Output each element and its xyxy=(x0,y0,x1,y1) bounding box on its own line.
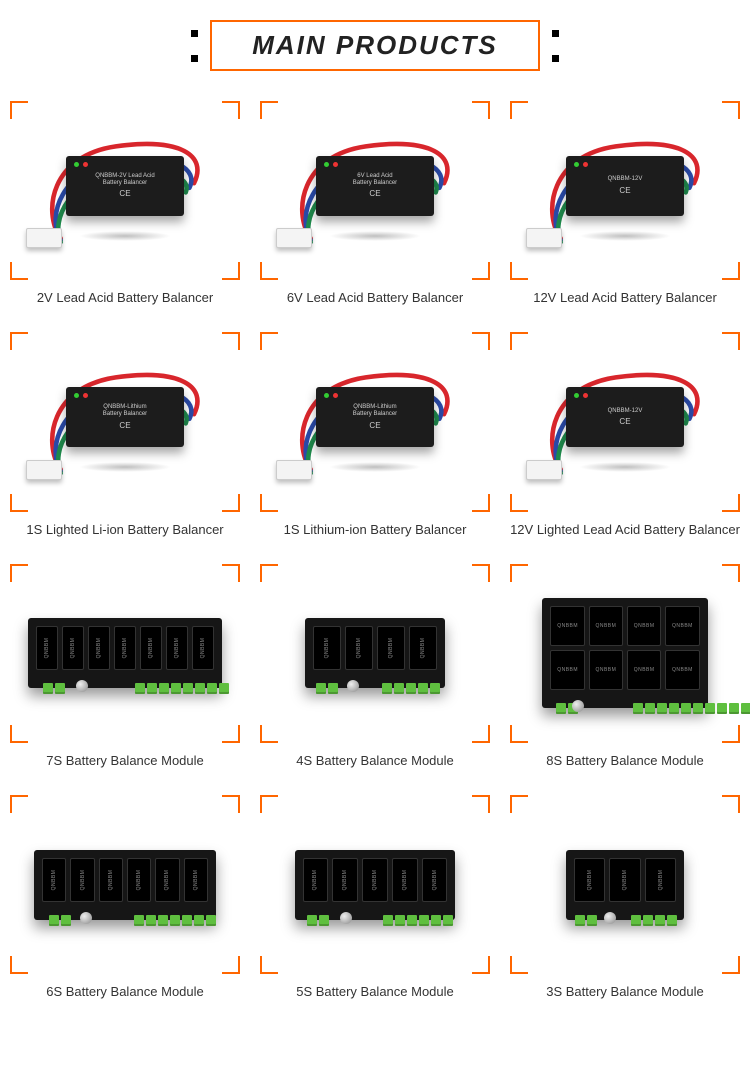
connector-icon xyxy=(26,228,63,248)
product-frame xyxy=(10,564,240,743)
decor-dots-right xyxy=(552,30,559,62)
product-frame xyxy=(260,564,490,743)
product-frame xyxy=(510,564,740,743)
balancer-body: 6V Lead AcidBattery Balancer CE xyxy=(316,156,434,216)
balancer-illustration: QNBBM-LithiumBattery Balancer CE xyxy=(33,359,217,485)
product-caption: 12V Lead Acid Battery Balancer xyxy=(510,290,740,307)
balancer-illustration: QNBBM-12V CE xyxy=(533,359,717,485)
product-card[interactable]: 5S Battery Balance Module xyxy=(260,795,490,1001)
balancer-body: QNBBM-LithiumBattery Balancer CE xyxy=(316,387,434,447)
module-illustration xyxy=(19,820,231,949)
product-caption: 1S Lighted Li-ion Battery Balancer xyxy=(10,522,240,539)
product-card[interactable]: QNBBM-12V CE 12V Lighted Lead Acid Batte… xyxy=(510,332,740,538)
product-card[interactable]: 3S Battery Balance Module xyxy=(510,795,740,1001)
decor-dots-left xyxy=(191,30,198,62)
module-illustration xyxy=(269,820,481,949)
product-caption: 4S Battery Balance Module xyxy=(260,753,490,770)
balancer-illustration: 6V Lead AcidBattery Balancer CE xyxy=(283,128,467,254)
product-frame xyxy=(510,795,740,974)
product-card[interactable]: QNBBM-LithiumBattery Balancer CE 1S Ligh… xyxy=(10,332,240,538)
module-illustration xyxy=(269,589,481,718)
balancer-illustration: QNBBM-LithiumBattery Balancer CE xyxy=(283,359,467,485)
product-card[interactable]: 6S Battery Balance Module xyxy=(10,795,240,1001)
balancer-body: QNBBM-12V CE xyxy=(566,156,684,216)
product-frame: QNBBM-LithiumBattery Balancer CE xyxy=(10,332,240,511)
product-caption: 3S Battery Balance Module xyxy=(510,984,740,1001)
product-caption: 1S Lithium-ion Battery Balancer xyxy=(260,522,490,539)
balancer-illustration: QNBBM-12V CE xyxy=(533,128,717,254)
connector-icon xyxy=(526,228,563,248)
module-illustration xyxy=(19,589,231,718)
product-grid: QNBBM-2V Lead AcidBattery Balancer CE 2V… xyxy=(10,101,740,1001)
product-frame: QNBBM-LithiumBattery Balancer CE xyxy=(260,332,490,511)
balancer-body: QNBBM-2V Lead AcidBattery Balancer CE xyxy=(66,156,184,216)
product-card[interactable]: QNBBM-2V Lead AcidBattery Balancer CE 2V… xyxy=(10,101,240,307)
product-caption: 8S Battery Balance Module xyxy=(510,753,740,770)
header: MAIN PRODUCTS xyxy=(10,20,740,71)
connector-icon xyxy=(276,460,313,480)
balancer-illustration: QNBBM-2V Lead AcidBattery Balancer CE xyxy=(33,128,217,254)
product-frame: QNBBM-12V CE xyxy=(510,332,740,511)
product-card[interactable]: QNBBM-12V CE 12V Lead Acid Battery Balan… xyxy=(510,101,740,307)
module-illustration xyxy=(519,589,731,718)
product-card[interactable]: 4S Battery Balance Module xyxy=(260,564,490,770)
product-caption: 5S Battery Balance Module xyxy=(260,984,490,1001)
module-illustration xyxy=(519,820,731,949)
product-caption: 2V Lead Acid Battery Balancer xyxy=(10,290,240,307)
product-card[interactable]: QNBBM-LithiumBattery Balancer CE 1S Lith… xyxy=(260,332,490,538)
connector-icon xyxy=(526,460,563,480)
product-frame: 6V Lead AcidBattery Balancer CE xyxy=(260,101,490,280)
product-frame: QNBBM-12V CE xyxy=(510,101,740,280)
product-card[interactable]: 8S Battery Balance Module xyxy=(510,564,740,770)
product-caption: 6V Lead Acid Battery Balancer xyxy=(260,290,490,307)
connector-icon xyxy=(26,460,63,480)
product-frame: QNBBM-2V Lead AcidBattery Balancer CE xyxy=(10,101,240,280)
balancer-body: QNBBM-LithiumBattery Balancer CE xyxy=(66,387,184,447)
product-caption: 12V Lighted Lead Acid Battery Balancer xyxy=(510,522,740,539)
product-caption: 6S Battery Balance Module xyxy=(10,984,240,1001)
page-title: MAIN PRODUCTS xyxy=(210,20,540,71)
product-frame xyxy=(260,795,490,974)
product-card[interactable]: 7S Battery Balance Module xyxy=(10,564,240,770)
balancer-body: QNBBM-12V CE xyxy=(566,387,684,447)
product-frame xyxy=(10,795,240,974)
product-caption: 7S Battery Balance Module xyxy=(10,753,240,770)
product-card[interactable]: 6V Lead AcidBattery Balancer CE 6V Lead … xyxy=(260,101,490,307)
connector-icon xyxy=(276,228,313,248)
